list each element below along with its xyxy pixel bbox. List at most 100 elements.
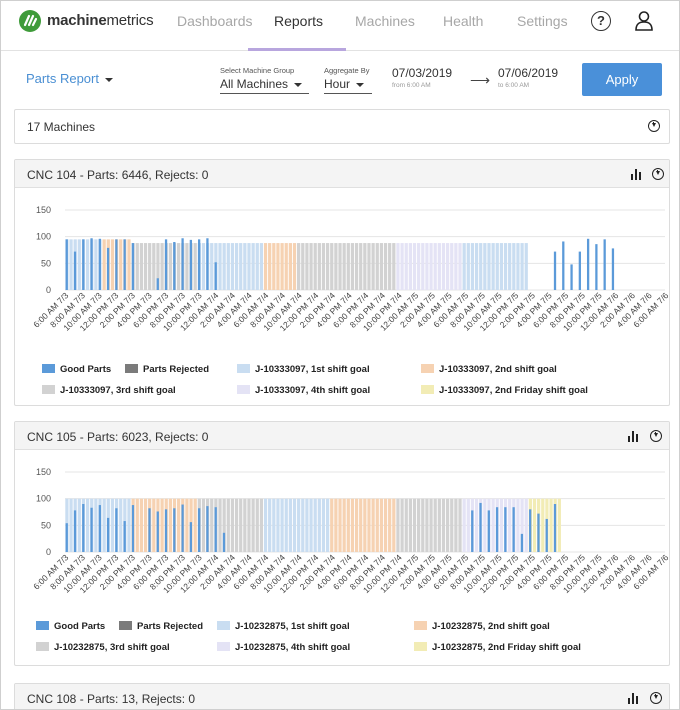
- goal-bar: [458, 243, 462, 290]
- end-date-picker[interactable]: 07/06/2019 to 6:00 AM: [498, 66, 558, 89]
- goal-bar: [160, 243, 164, 290]
- goal-bar: [255, 243, 259, 290]
- good-parts-bar: [164, 509, 168, 552]
- aggregate-select[interactable]: Aggregate By Hour: [324, 66, 372, 94]
- legend-item[interactable]: J-10333097, 4th shift goal: [237, 385, 370, 396]
- nav-machines[interactable]: Machines: [355, 13, 415, 29]
- goal-bar: [334, 243, 338, 290]
- legend-item[interactable]: Good Parts: [42, 364, 111, 375]
- good-parts-bar: [90, 507, 93, 552]
- goal-bar: [127, 239, 131, 290]
- goal-bar: [119, 498, 123, 552]
- machine-chart-panel: CNC 105 - Parts: 6023, Rejects: 0 0 50 100…: [14, 421, 670, 666]
- goal-bar: [143, 498, 148, 552]
- goal-bar: [445, 243, 450, 290]
- goal-bar: [433, 243, 437, 290]
- brand-name[interactable]: machinemetrics: [47, 12, 154, 29]
- goal-bar: [193, 243, 197, 290]
- legend-item[interactable]: J-10232875, 4th shift goal: [217, 642, 350, 653]
- download-icon[interactable]: [648, 120, 660, 132]
- goal-bar: [346, 243, 350, 290]
- goal-bar: [503, 243, 508, 290]
- nav-settings[interactable]: Settings: [517, 13, 568, 29]
- legend-item[interactable]: J-10232875, 2nd shift goal: [414, 621, 550, 632]
- goal-bar: [404, 498, 408, 552]
- goal-bar: [152, 243, 156, 290]
- goal-bar: [516, 243, 520, 290]
- goal-bar: [226, 498, 230, 552]
- goal-bar: [177, 498, 181, 552]
- legend-item[interactable]: Good Parts: [36, 621, 105, 632]
- goal-bar: [508, 243, 512, 290]
- panel-header: CNC 108 - Parts: 13, Rejects: 0: [15, 684, 669, 709]
- end-date[interactable]: 07/06/2019: [498, 66, 559, 80]
- download-icon[interactable]: [650, 692, 662, 704]
- report-type-dropdown[interactable]: Parts Report: [26, 71, 113, 86]
- nav-dashboards[interactable]: Dashboards: [177, 13, 253, 29]
- start-date[interactable]: 07/03/2019: [392, 66, 453, 80]
- legend-item[interactable]: J-10232875, 3rd shift goal: [36, 642, 170, 653]
- good-parts-bar: [537, 513, 540, 552]
- legend-item[interactable]: Parts Rejected: [119, 621, 203, 632]
- legend-item[interactable]: J-10333097, 3rd shift goal: [42, 385, 176, 396]
- goal-bar: [201, 498, 206, 552]
- goal-bar: [69, 239, 73, 290]
- goal-bar: [479, 243, 483, 290]
- legend-item[interactable]: J-10333097, 2nd shift goal: [421, 364, 557, 375]
- bar-chart-icon[interactable]: [628, 431, 639, 442]
- good-parts-bar: [65, 239, 68, 290]
- machine-chart-panel: CNC 108 - Parts: 13, Rejects: 0: [14, 683, 670, 709]
- nav-health[interactable]: Health: [443, 13, 484, 29]
- goal-bar: [313, 243, 317, 290]
- good-parts-bar: [487, 510, 490, 552]
- goal-bar: [259, 243, 264, 290]
- goal-bar: [417, 498, 421, 552]
- machine-group-select[interactable]: Select Machine Group All Machines: [220, 66, 309, 94]
- legend-item[interactable]: J-10232875, 1st shift goal: [217, 621, 350, 632]
- goal-bar: [102, 239, 106, 290]
- goal-bar: [354, 498, 359, 552]
- panel-title: CNC 104 - Parts: 6446, Rejects: 0: [27, 168, 209, 182]
- bar-chart-icon[interactable]: [631, 169, 642, 180]
- goal-bar: [367, 243, 371, 290]
- machine-group-value[interactable]: All Machines: [220, 77, 309, 94]
- goal-bar: [400, 498, 404, 552]
- aggregate-value[interactable]: Hour: [324, 77, 372, 94]
- nav-reports[interactable]: Reports: [274, 13, 324, 29]
- download-icon[interactable]: [650, 430, 662, 442]
- goal-bar: [466, 498, 470, 552]
- goal-bar: [450, 498, 454, 552]
- goal-bar: [148, 243, 152, 290]
- goal-bar: [412, 243, 417, 290]
- good-parts-bar: [206, 238, 209, 290]
- good-parts-bar: [173, 242, 176, 290]
- good-parts-bar: [471, 510, 474, 552]
- legend-item[interactable]: J-10333097, 1st shift goal: [237, 364, 370, 375]
- help-icon[interactable]: ?: [591, 11, 611, 31]
- goal-bar: [379, 243, 384, 290]
- goal-bar: [77, 239, 81, 290]
- goal-bar: [524, 243, 528, 290]
- legend-item[interactable]: J-10232875, 2nd Friday shift goal: [414, 642, 581, 653]
- start-date-picker[interactable]: 07/03/2019 from 6:00 AM: [392, 66, 452, 89]
- download-icon[interactable]: [652, 168, 664, 180]
- goal-bar: [383, 498, 388, 552]
- goal-bar: [491, 243, 495, 290]
- legend-item[interactable]: Parts Rejected: [125, 364, 209, 375]
- y-tick-label: 50: [41, 520, 51, 530]
- goal-bar: [297, 498, 301, 552]
- goal-bar: [445, 498, 450, 552]
- goal-bar: [127, 498, 131, 552]
- machinemetrics-logo-icon[interactable]: [19, 10, 41, 32]
- user-icon[interactable]: [634, 10, 654, 32]
- good-parts-bar: [570, 264, 573, 290]
- goal-bar: [524, 498, 528, 552]
- apply-button[interactable]: Apply: [582, 63, 662, 96]
- goal-bar: [321, 498, 326, 552]
- legend-item[interactable]: J-10333097, 2nd Friday shift goal: [421, 385, 588, 396]
- machines-summary-bar: 17 Machines: [14, 109, 670, 144]
- goal-bar: [421, 243, 425, 290]
- goal-bar: [268, 498, 272, 552]
- bar-chart-icon[interactable]: [628, 693, 639, 704]
